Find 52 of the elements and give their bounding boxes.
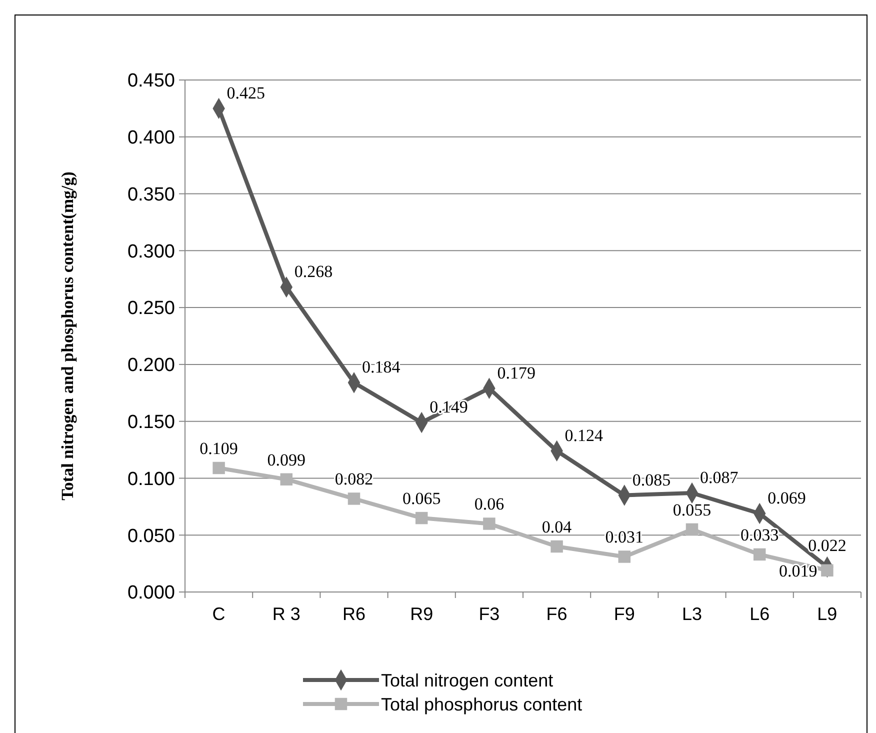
y-tick-label: 0.400 (127, 128, 175, 149)
data-label: 0.022 (808, 536, 846, 555)
point (821, 564, 834, 577)
x-tick-label: R9 (410, 604, 434, 624)
y-tick-label: 0.250 (127, 298, 175, 320)
point (280, 473, 293, 486)
point (753, 548, 766, 561)
legend-label: Total nitrogen content (381, 670, 554, 690)
data-label: 0.425 (226, 83, 266, 102)
data-label: 0.268 (294, 262, 333, 282)
data-label: 0.031 (605, 528, 644, 547)
data-label: 0.033 (740, 525, 779, 544)
x-tick-label: R 3 (272, 604, 300, 624)
x-tick-label: L6 (750, 604, 770, 624)
data-label: 0.06 (474, 494, 504, 514)
data-label: 0.179 (497, 363, 536, 382)
point (348, 492, 360, 505)
y-tick-label: 0.100 (127, 468, 175, 490)
data-label: 0.04 (542, 517, 572, 536)
point (686, 523, 698, 536)
legend-label: Total phosphorus content (381, 694, 582, 714)
data-label: 0.055 (672, 500, 712, 520)
data-label: 0.109 (200, 438, 238, 458)
y-tick-label: 0.450 (127, 70, 175, 92)
y-tick-label: 0.150 (127, 412, 175, 433)
data-label: 0.019 (778, 561, 818, 580)
data-label: 0.082 (334, 470, 374, 489)
y-tick-label: 0.000 (127, 582, 175, 604)
x-tick-label: F6 (546, 604, 568, 624)
x-tick-label: L3 (682, 604, 702, 624)
y-tick-label: 0.350 (127, 184, 175, 206)
point (483, 518, 496, 530)
point (550, 540, 563, 553)
y-tick-label: 0.200 (127, 355, 175, 376)
x-tick-label: L9 (817, 604, 838, 624)
x-tick-label: C (212, 604, 226, 624)
x-tick-label: F3 (478, 604, 500, 624)
data-label: 0.184 (362, 358, 401, 377)
data-label: 0.065 (402, 489, 441, 508)
data-label: 0.124 (564, 426, 604, 445)
data-label: 0.085 (632, 470, 671, 490)
data-label: 0.069 (768, 488, 806, 508)
y-tick-label: 0.300 (127, 241, 175, 262)
x-tick-label: R6 (342, 604, 366, 624)
point (618, 550, 631, 563)
x-tick-label: F9 (614, 604, 635, 624)
point (415, 512, 428, 524)
y-tick-label: 0.050 (127, 526, 175, 547)
y-axis-title: Total nitrogen and phosphorus content(mg/g) (58, 172, 77, 500)
data-label: 0.087 (700, 468, 739, 488)
data-label: 0.099 (267, 450, 306, 470)
point (212, 462, 225, 474)
